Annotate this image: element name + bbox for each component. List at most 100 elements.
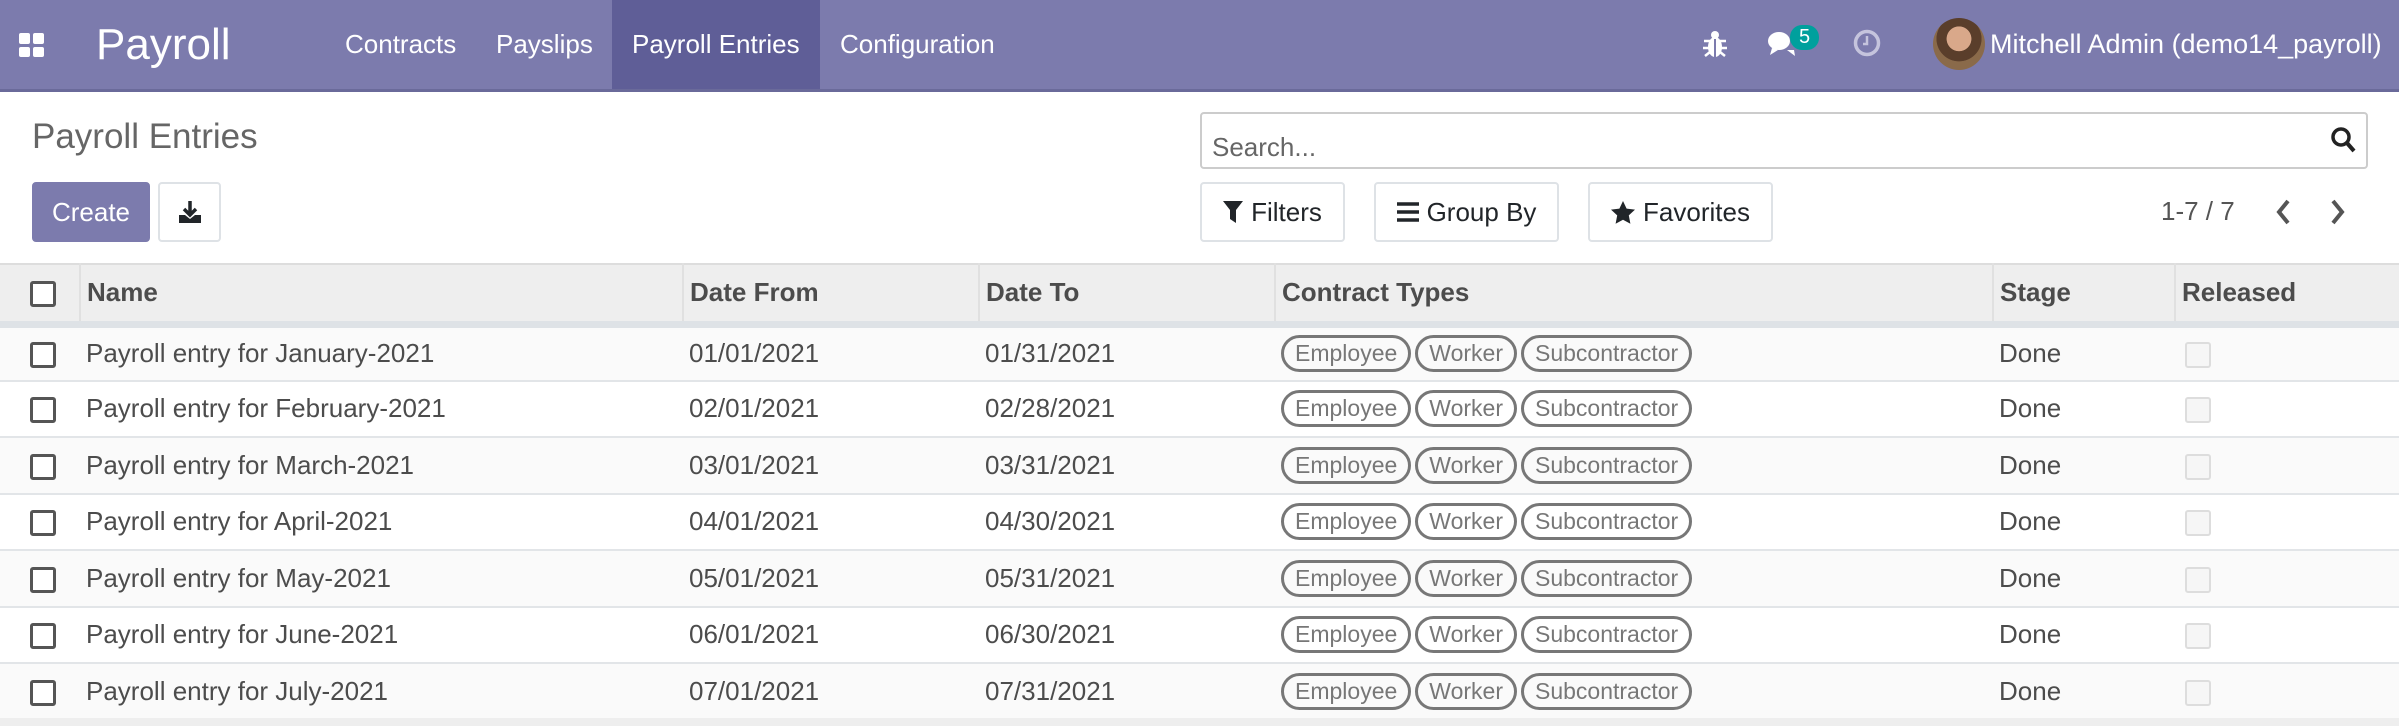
create-button[interactable]: Create [32, 182, 150, 242]
entry-name[interactable]: Payroll entry for July-2021 [86, 675, 389, 706]
filters-button[interactable]: Filters [1200, 182, 1345, 242]
entry-name[interactable]: Payroll entry for March-2021 [86, 449, 415, 480]
contract-type-tag: Subcontractor [1520, 446, 1693, 484]
contract-type-tag: Worker [1415, 503, 1517, 541]
column-stage[interactable]: Stage [1992, 264, 2175, 324]
contract-type-tag: Subcontractor [1520, 616, 1693, 654]
row-select-cell [0, 550, 80, 607]
date-from: 06/01/2021 [689, 619, 820, 650]
filters-label: Filters [1251, 196, 1322, 227]
date-from: 05/01/2021 [689, 562, 820, 593]
column-contract-types[interactable]: Contract Types [1274, 264, 1993, 324]
row-select-cell [0, 494, 80, 551]
clock-icon[interactable] [1853, 29, 1881, 57]
row-select-cell [0, 324, 80, 381]
column-date-from[interactable]: Date From [682, 264, 979, 324]
released-checkbox [2185, 342, 2211, 369]
released-checkbox [2185, 679, 2211, 706]
released-checkbox [2185, 566, 2211, 593]
date-to: 07/31/2021 [985, 675, 1116, 706]
column-released[interactable]: Released [2174, 264, 2399, 324]
contract-types: Employee Worker Subcontractor [1275, 550, 1993, 607]
row-checkbox[interactable] [30, 566, 56, 593]
released-cell [2175, 437, 2399, 494]
download-icon [178, 201, 201, 223]
row-checkbox[interactable] [30, 342, 56, 369]
top-navbar: Payroll Contracts Payslips Payroll Entri… [0, 0, 2399, 92]
entry-name[interactable]: Payroll entry for May-2021 [86, 562, 391, 593]
user-menu[interactable]: Mitchell Admin (demo14_payroll) [1990, 29, 2382, 59]
table-row[interactable]: Payroll entry for May-2021 05/01/2021 05… [0, 550, 2399, 607]
group-by-button[interactable]: Group By [1374, 182, 1559, 242]
menu-payroll-entries[interactable]: Payroll Entries [612, 0, 820, 89]
menu-payslips[interactable]: Payslips [496, 29, 593, 59]
date-from: 03/01/2021 [689, 449, 820, 480]
table-row[interactable]: Payroll entry for January-2021 01/01/202… [0, 324, 2399, 381]
menu-contracts[interactable]: Contracts [345, 29, 457, 59]
search-icon[interactable] [2330, 126, 2356, 154]
chat-icon[interactable] [1767, 30, 1801, 58]
contract-type-tag: Employee [1281, 446, 1412, 484]
table-row[interactable]: Payroll entry for March-2021 03/01/2021 … [0, 437, 2399, 494]
contract-types: Employee Worker Subcontractor [1275, 324, 1993, 381]
contract-type-tag: Worker [1415, 616, 1517, 654]
date-from: 01/01/2021 [689, 338, 820, 368]
table-header: Name Date From Date To Contract Types St… [0, 264, 2399, 324]
download-button[interactable] [158, 182, 221, 242]
contract-type-tag: Worker [1415, 559, 1517, 597]
menu-configuration[interactable]: Configuration [840, 29, 995, 59]
app-name[interactable]: Payroll [96, 20, 231, 69]
search-placeholder: Search... [1212, 132, 1317, 162]
chevron-right-icon[interactable] [2329, 198, 2347, 226]
apps-menu-icon[interactable] [19, 33, 45, 57]
date-from: 02/01/2021 [689, 393, 820, 424]
bug-icon[interactable] [1702, 29, 1728, 59]
create-label: Create [51, 196, 131, 227]
message-count-badge: 5 [1790, 25, 1820, 50]
contract-types: Employee Worker Subcontractor [1275, 663, 1993, 720]
search-input[interactable]: Search... [1200, 112, 2368, 169]
contract-type-tag: Subcontractor [1520, 559, 1693, 597]
contract-type-tag: Employee [1281, 616, 1412, 654]
contract-type-tag: Employee [1281, 672, 1412, 710]
avatar[interactable] [1933, 18, 1985, 70]
stage: Done [1999, 675, 2062, 706]
date-to: 06/30/2021 [985, 619, 1116, 650]
contract-types: Employee Worker Subcontractor [1275, 381, 1993, 438]
entry-name[interactable]: Payroll entry for June-2021 [86, 619, 399, 650]
star-icon [1611, 200, 1636, 224]
contract-type-tag: Worker [1415, 446, 1517, 484]
contract-types: Employee Worker Subcontractor [1275, 437, 1993, 494]
released-cell [2175, 607, 2399, 664]
row-checkbox[interactable] [30, 679, 56, 706]
released-checkbox [2185, 453, 2211, 480]
table-row[interactable]: Payroll entry for April-2021 04/01/2021 … [0, 494, 2399, 551]
row-checkbox[interactable] [30, 510, 56, 537]
select-all-checkbox[interactable] [30, 281, 56, 308]
row-checkbox[interactable] [30, 453, 56, 480]
contract-type-tag: Subcontractor [1520, 390, 1693, 428]
contract-type-tag: Employee [1281, 390, 1412, 428]
groupby-label: Group By [1426, 196, 1537, 227]
entry-name[interactable]: Payroll entry for January-2021 [86, 338, 435, 368]
contract-type-tag: Employee [1281, 503, 1412, 541]
chevron-left-icon[interactable] [2274, 198, 2292, 226]
row-select-cell [0, 437, 80, 494]
table-row[interactable]: Payroll entry for February-2021 02/01/20… [0, 381, 2399, 438]
column-date-to[interactable]: Date To [978, 264, 1275, 324]
row-select-cell [0, 607, 80, 664]
entry-name[interactable]: Payroll entry for April-2021 [86, 506, 393, 537]
favorites-button[interactable]: Favorites [1588, 182, 1773, 242]
contract-type-tag: Employee [1281, 559, 1412, 597]
entry-name[interactable]: Payroll entry for February-2021 [86, 393, 446, 424]
date-to: 04/30/2021 [985, 506, 1116, 537]
row-checkbox[interactable] [30, 397, 56, 424]
table-row[interactable]: Payroll entry for July-2021 07/01/2021 0… [0, 663, 2399, 720]
row-select-cell [0, 663, 80, 720]
date-to: 01/31/2021 [985, 338, 1116, 368]
column-name[interactable]: Name [79, 264, 683, 324]
contract-type-tag: Worker [1415, 335, 1517, 372]
row-checkbox[interactable] [30, 623, 56, 650]
table-row[interactable]: Payroll entry for June-2021 06/01/2021 0… [0, 607, 2399, 664]
pager-value[interactable]: 1-7 / 7 [2161, 196, 2235, 226]
